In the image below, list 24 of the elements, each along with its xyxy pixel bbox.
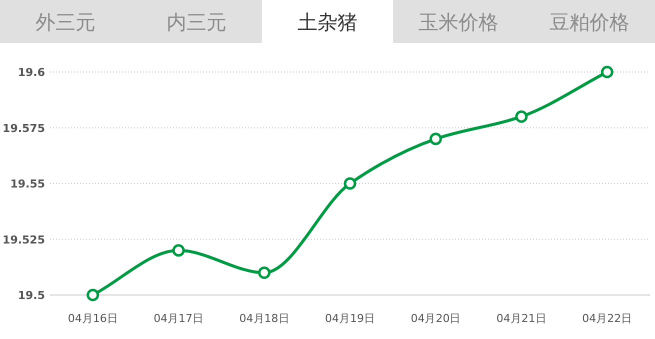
x-tick-label: 04月17日 — [154, 312, 204, 325]
point — [86, 288, 100, 302]
text: 内三元 — [166, 10, 226, 34]
text: 豆粕价格 — [550, 10, 630, 34]
text: 玉米价格 — [418, 10, 498, 34]
point — [515, 110, 528, 123]
point — [429, 132, 442, 146]
y-tick-label: 19.6 — [18, 66, 46, 79]
x-tick-label: 04月21日 — [496, 312, 546, 325]
x-tick-label: 04月22日 — [582, 312, 632, 325]
text: 外三元 — [36, 10, 96, 34]
point — [344, 177, 356, 190]
point — [258, 266, 271, 279]
x-tick-label: 04月19日 — [325, 312, 375, 325]
y-tick-label: 19.55 — [10, 178, 45, 190]
y-tick-label: 19.5 — [18, 289, 45, 302]
point — [172, 244, 185, 257]
x-tick-label: 04月20日 — [410, 312, 461, 325]
chart-title: 土杂猪 — [298, 10, 358, 34]
point — [600, 66, 614, 78]
y-tick-label: 19.525 — [2, 233, 45, 246]
y-tick-label: 19.575 — [2, 122, 45, 135]
x-tick-label: 04月18日 — [239, 312, 290, 325]
x-tick-label: 04月16日 — [68, 312, 118, 325]
